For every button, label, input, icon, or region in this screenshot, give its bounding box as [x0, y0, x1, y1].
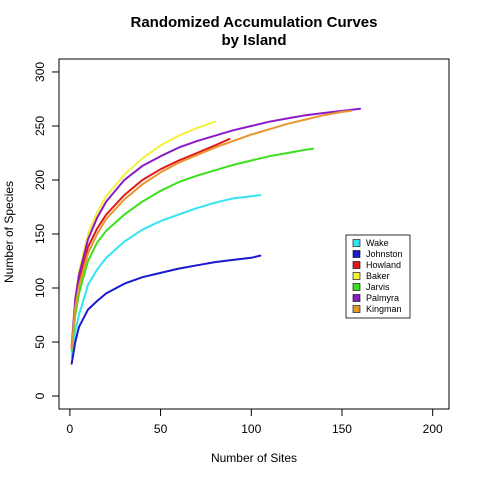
y-tick-label: 50 — [33, 335, 47, 349]
y-axis-label: Number of Species — [2, 181, 16, 283]
legend-swatch-baker — [352, 272, 361, 280]
x-tick-label: 200 — [423, 422, 443, 436]
series-line-johnston — [70, 254, 262, 365]
legend-swatch-wake — [352, 239, 361, 247]
legend-swatch-jarvis — [352, 283, 361, 291]
legend-label-wake: Wake — [366, 238, 389, 248]
legend-swatch-kingman — [352, 305, 361, 313]
x-tick-label: 0 — [67, 422, 74, 436]
legend-label-palmyra: Palmyra — [366, 293, 399, 303]
chart-title-line2: by Island — [221, 32, 286, 49]
legend-label-johnston: Johnston — [366, 249, 403, 259]
series-lines — [70, 107, 362, 365]
x-axis: 0 50 100 150 200 — [67, 408, 443, 436]
chart-title-line1: Randomized Accumulation Curves — [131, 14, 378, 31]
y-tick-label: 100 — [33, 278, 47, 298]
series-line-howland — [70, 137, 231, 349]
y-axis: 0 50 100 150 200 250 300 — [33, 62, 60, 399]
series-line-kingman — [70, 109, 352, 350]
legend-label-kingman: Kingman — [366, 304, 402, 314]
series-line-palmyra — [70, 107, 362, 348]
y-tick-label: 200 — [33, 170, 47, 190]
x-tick-label: 150 — [332, 422, 352, 436]
legend-swatch-johnston — [352, 250, 361, 258]
series-line-wake — [70, 194, 262, 359]
y-tick-label: 300 — [33, 62, 47, 82]
series-line-jarvis — [70, 147, 314, 352]
legend-label-baker: Baker — [366, 271, 390, 281]
y-tick-label: 150 — [33, 224, 47, 244]
legend-label-jarvis: Jarvis — [366, 282, 390, 292]
legend-swatch-palmyra — [352, 294, 361, 302]
x-axis-label: Number of Sites — [211, 451, 297, 465]
x-tick-label: 100 — [241, 422, 261, 436]
y-tick-label: 0 — [33, 392, 47, 399]
x-tick-label: 50 — [154, 422, 168, 436]
plot-frame — [58, 58, 450, 410]
legend-label-howland: Howland — [366, 260, 401, 270]
legend: WakeJohnstonHowlandBakerJarvisPalmyraKin… — [345, 234, 411, 319]
legend-swatch-howland — [352, 261, 361, 269]
y-tick-label: 250 — [33, 116, 47, 136]
